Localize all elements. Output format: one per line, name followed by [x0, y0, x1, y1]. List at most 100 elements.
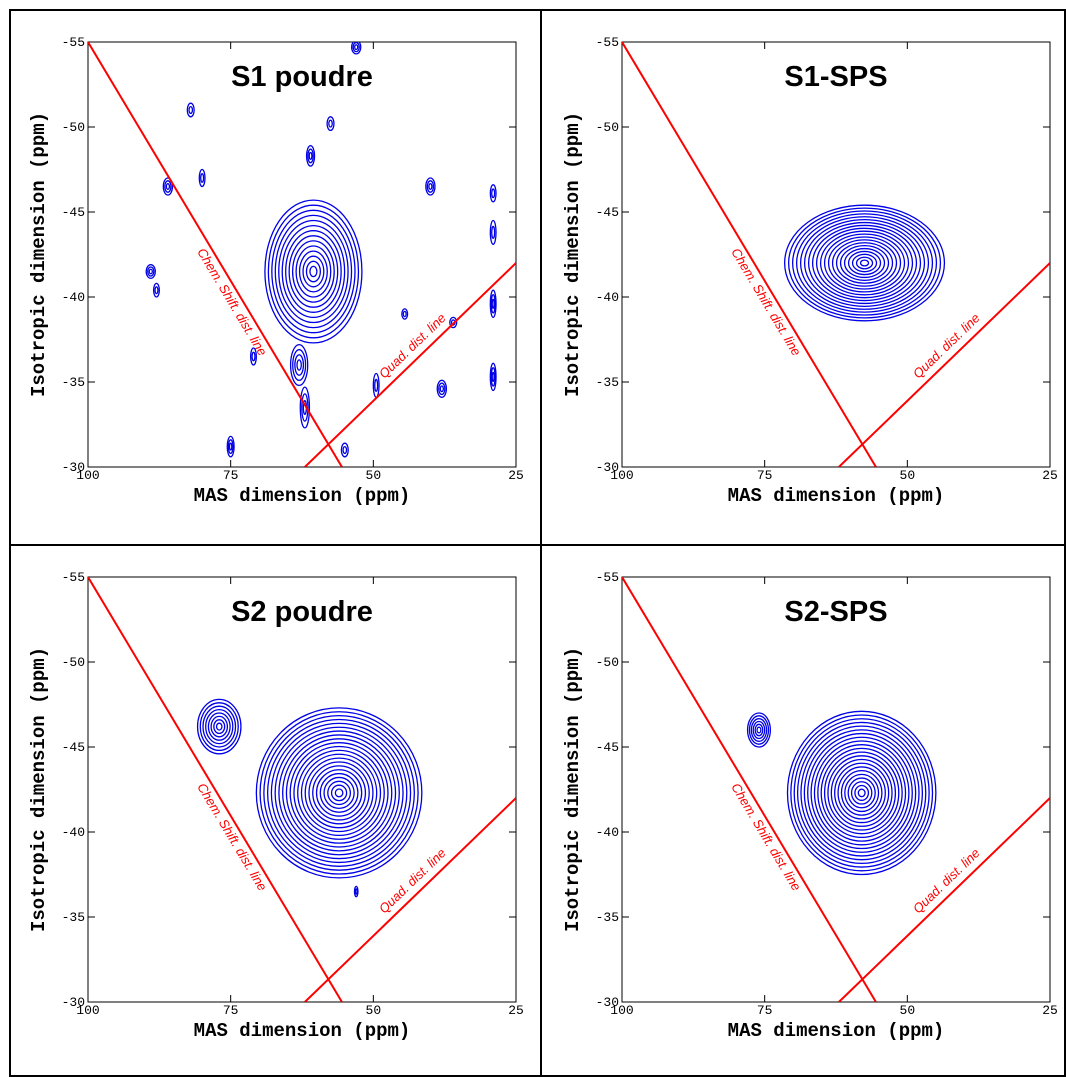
- x-tick-label: 100: [76, 1003, 99, 1018]
- contour-level: [803, 218, 926, 307]
- figure-border: [9, 9, 1066, 1077]
- y-tick-label: -35: [596, 375, 619, 390]
- contour-level: [859, 259, 870, 267]
- contour-level: [746, 712, 772, 748]
- contour-level: [425, 177, 436, 196]
- y-tick-label: -50: [596, 655, 619, 670]
- contour-level: [428, 183, 433, 190]
- line-label: Quad. dist. line: [910, 310, 983, 381]
- contour-level: [294, 354, 305, 376]
- contour-level: [282, 734, 397, 852]
- y-tick-label: -40: [596, 825, 619, 840]
- contour-level: [490, 367, 496, 387]
- plot-frame: [87, 576, 517, 1003]
- contour-level: [835, 242, 894, 284]
- x-axis-label: MAS dimension (ppm): [194, 485, 411, 507]
- contour-level: [401, 308, 409, 320]
- contour-level: [198, 168, 206, 188]
- x-tick-label: 50: [900, 468, 916, 483]
- contour-level: [278, 730, 400, 856]
- contour-level: [787, 207, 942, 319]
- contour-level: [271, 209, 356, 334]
- y-axis-label: Isotropic dimension (ppm): [28, 647, 50, 932]
- distribution-line: [304, 262, 516, 467]
- chart-title: S1-SPS: [784, 61, 887, 93]
- panel: 100 75 50 25 -30 -35 -40 -45 -50 -55 MAS dimension…: [28, 35, 524, 507]
- contour-level: [266, 718, 412, 867]
- y-tick-label: -55: [596, 570, 619, 585]
- contour-level: [352, 42, 360, 53]
- contour-level: [152, 282, 160, 298]
- contour-level: [491, 188, 496, 199]
- contour-level: [449, 316, 458, 329]
- contour-level: [148, 268, 153, 275]
- x-axis-label: MAS dimension (ppm): [728, 485, 945, 507]
- contour-level: [748, 715, 770, 745]
- contour-level: [315, 769, 363, 817]
- contour-level: [304, 757, 374, 829]
- distribution-line: [622, 42, 877, 467]
- contour-level: [752, 720, 766, 740]
- x-tick-label: 25: [508, 468, 524, 483]
- contour-level: [342, 445, 348, 455]
- contour-level: [791, 210, 938, 316]
- contour-level: [299, 386, 311, 429]
- contour-level: [815, 227, 914, 299]
- y-tick-label: -30: [62, 460, 85, 475]
- x-tick-label: 50: [366, 1003, 382, 1018]
- contour-level: [199, 702, 239, 752]
- x-axis-label: MAS dimension (ppm): [194, 1020, 411, 1042]
- panel: 100 75 50 25 -30 -35 -40 -45 -50 -55 MAS dimension…: [562, 35, 1058, 507]
- contour-level: [281, 224, 346, 319]
- contour-level: [827, 236, 902, 290]
- y-tick-label: -40: [596, 290, 619, 305]
- contour-level: [354, 888, 358, 895]
- contour-level: [308, 151, 313, 160]
- plot-frame: [621, 576, 1051, 1003]
- y-axis-label: Isotropic dimension (ppm): [562, 112, 584, 397]
- contour-level: [309, 265, 318, 278]
- contour-level: [285, 230, 342, 313]
- contour-level: [305, 145, 316, 167]
- contour-level: [817, 744, 907, 842]
- contour-level: [330, 784, 348, 802]
- y-tick-label: -45: [62, 205, 85, 220]
- contour-level: [263, 714, 415, 871]
- contour-level: [340, 442, 349, 458]
- panel: 100 75 50 25 -30 -35 -40 -45 -50 -55 MAS dimension…: [562, 570, 1058, 1042]
- contour-level: [823, 233, 906, 293]
- distribution-line: [304, 797, 516, 1002]
- y-tick-label: -55: [596, 35, 619, 50]
- contour-level: [402, 310, 407, 318]
- y-tick-label: -40: [62, 825, 85, 840]
- contour-level: [827, 755, 897, 831]
- x-axis-label: MAS dimension (ppm): [728, 1020, 945, 1042]
- contour-level: [354, 44, 359, 51]
- y-tick-label: -55: [62, 570, 85, 585]
- contour-level: [490, 294, 496, 314]
- contour-level: [840, 769, 883, 816]
- x-tick-label: 75: [757, 1003, 773, 1018]
- y-tick-label: -30: [596, 460, 619, 475]
- contour-level: [326, 116, 335, 132]
- contour-level: [147, 266, 155, 277]
- distribution-line: [88, 577, 343, 1002]
- contour-level: [489, 219, 497, 245]
- contour-level: [327, 780, 352, 806]
- x-tick-label: 50: [900, 1003, 916, 1018]
- contour-level: [213, 719, 226, 735]
- contour-level: [270, 722, 408, 864]
- contour-level: [438, 382, 446, 396]
- contour-level: [264, 199, 363, 344]
- x-tick-label: 100: [610, 1003, 633, 1018]
- y-tick-label: -45: [596, 205, 619, 220]
- distribution-line: [622, 577, 877, 1002]
- contour-level: [207, 712, 231, 741]
- contour-level: [820, 747, 903, 839]
- y-tick-label: -45: [596, 740, 619, 755]
- contour-level: [154, 286, 159, 295]
- plot-frame: [621, 41, 1051, 468]
- contour-level: [302, 255, 325, 288]
- contour-level: [850, 781, 873, 805]
- contour-level: [323, 776, 355, 810]
